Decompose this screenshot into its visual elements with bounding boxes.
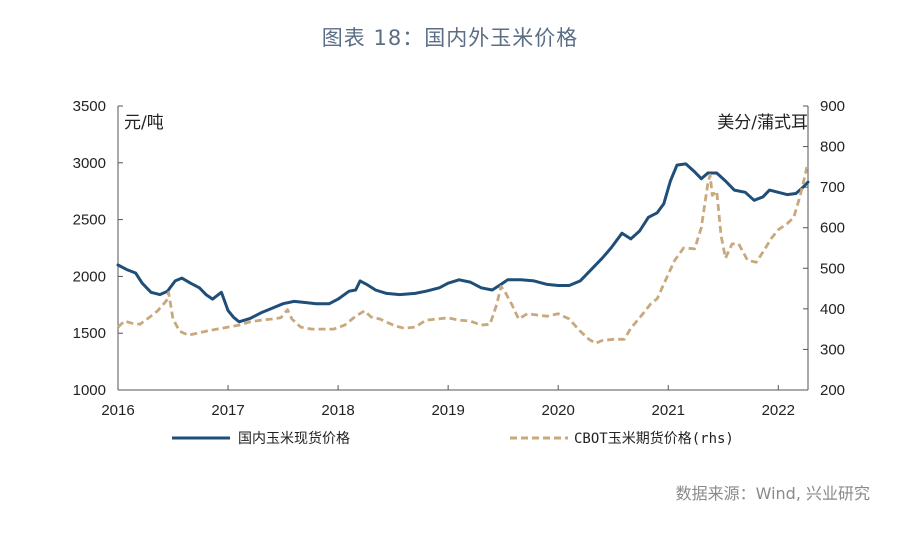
series-line-domestic-spot xyxy=(116,162,810,324)
right-tick-label: 600 xyxy=(820,220,845,237)
x-tick-label: 2016 xyxy=(101,402,134,419)
left-tick-label: 3000 xyxy=(73,155,106,172)
legend: 国内玉米现货价格 CBOT玉米期货价格(rhs) xyxy=(172,430,734,447)
x-tick-label: 2020 xyxy=(542,402,575,419)
right-tick-label: 500 xyxy=(820,260,845,277)
series-layer xyxy=(116,162,810,345)
right-tick-label: 300 xyxy=(820,341,845,358)
right-tick-label: 400 xyxy=(820,301,845,318)
x-tick-label: 2021 xyxy=(652,402,685,419)
left-tick-label: 1500 xyxy=(73,325,106,342)
right-tick-label: 800 xyxy=(820,139,845,156)
x-tick-label: 2018 xyxy=(321,402,354,419)
series-line-cbot-futures xyxy=(117,166,809,345)
chart-title: 图表 18：国内外玉米价格 xyxy=(321,26,579,50)
x-tick-label: 2017 xyxy=(211,402,244,419)
left-tick-label: 1000 xyxy=(73,382,106,399)
legend-label-domestic: 国内玉米现货价格 xyxy=(238,430,350,447)
x-tick-label: 2022 xyxy=(762,402,795,419)
source-note: 数据来源：Wind, 兴业研究 xyxy=(675,484,870,503)
legend-label-cbot: CBOT玉米期货价格(rhs) xyxy=(574,430,734,447)
left-axis-unit: 元/吨 xyxy=(124,113,164,133)
chart-axes: 1000 1500 2000 2500 3000 3500 200 300 400 500 600 7… xyxy=(73,98,845,419)
left-tick-label: 3500 xyxy=(73,98,106,115)
left-tick-label: 2000 xyxy=(73,268,106,285)
left-tick-label: 2500 xyxy=(73,212,106,229)
right-tick-label: 700 xyxy=(820,179,845,196)
right-axis-unit: 美分/蒲式耳 xyxy=(717,113,808,133)
right-tick-label: 200 xyxy=(820,382,845,399)
x-tick-label: 2019 xyxy=(431,402,464,419)
right-tick-label: 900 xyxy=(820,98,845,115)
